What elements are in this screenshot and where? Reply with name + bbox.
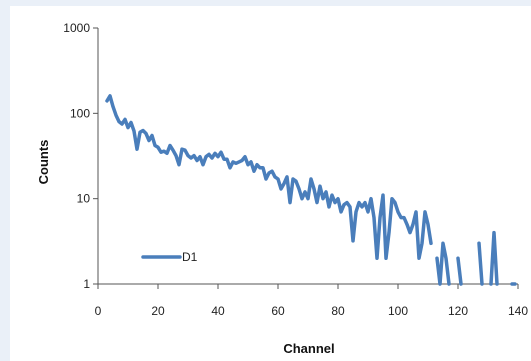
y-tick-label: 10 <box>77 192 91 206</box>
y-ticks: 1 10 100 1000 <box>63 21 98 291</box>
x-tick-label: 140 <box>508 304 528 318</box>
y-tick-label: 1000 <box>63 21 90 35</box>
x-tick-label: 100 <box>388 304 408 318</box>
legend: D1 <box>141 250 198 264</box>
x-tick-label: 60 <box>271 304 285 318</box>
axes <box>97 28 518 285</box>
x-tick-label: 0 <box>95 304 102 318</box>
series-line-d1 <box>105 94 517 286</box>
x-tick-label: 120 <box>448 304 468 318</box>
x-axis-title: Channel <box>283 341 334 356</box>
y-axis-title: Counts <box>36 140 51 185</box>
x-tick-label: 80 <box>331 304 345 318</box>
y-tick-label: 100 <box>70 106 90 120</box>
x-tick-label: 40 <box>211 304 225 318</box>
y-tick-label: 1 <box>83 277 90 291</box>
x-ticks: 0 20 40 60 80 100 120 140 <box>95 284 528 318</box>
series-layer <box>105 94 517 286</box>
chart-svg: 1 10 100 1000 0 20 40 60 80 100 120 140 Counts Cha… <box>36 21 528 356</box>
chart-panel: 1 10 100 1000 0 20 40 60 80 100 120 140 Counts Cha… <box>10 6 531 361</box>
legend-label: D1 <box>182 250 198 264</box>
x-tick-label: 20 <box>151 304 165 318</box>
